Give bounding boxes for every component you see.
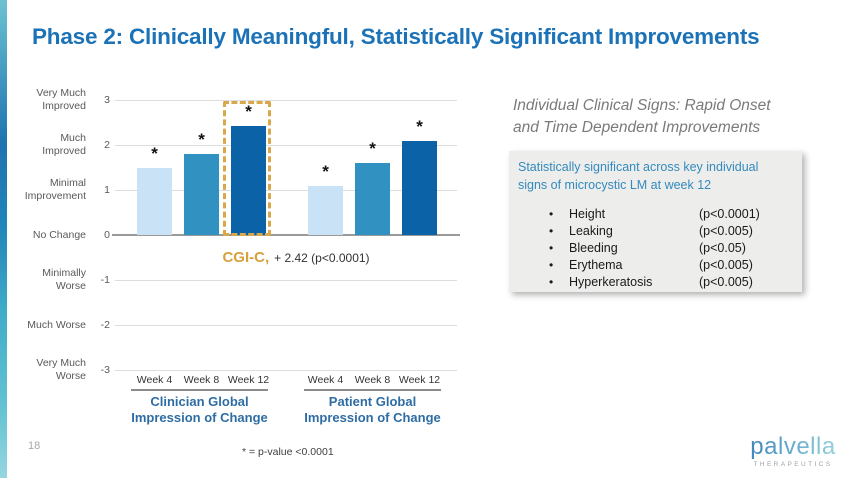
significance-box: Statistically significant across key ind… xyxy=(509,151,802,292)
sign-item: • Height (p<0.0001) xyxy=(509,205,802,222)
sign-pvalue: (p<0.0001) xyxy=(699,206,760,221)
significance-footnote: * = p-value <0.0001 xyxy=(242,446,334,458)
cgi-annotation-label: CGI-C, xyxy=(222,249,270,266)
y-axis-label: Much Improved xyxy=(42,132,86,157)
week-label: Week 4 xyxy=(307,374,344,386)
significance-asterisk: * xyxy=(369,139,376,158)
patient-group-underline xyxy=(304,389,441,391)
y-axis-value: 0 xyxy=(104,229,110,241)
significance-box-header: Statistically significant across key ind… xyxy=(518,160,759,193)
chart-bar xyxy=(402,140,437,235)
palvella-wordmark: palvella xyxy=(745,435,841,459)
sign-name: Erythema xyxy=(569,257,623,272)
sign-name: Hyperkeratosis xyxy=(569,274,653,289)
y-axis-value: 1 xyxy=(104,184,110,196)
y-axis-tick: Much Improved 2 xyxy=(8,130,110,160)
significance-asterisk: * xyxy=(322,161,329,181)
gridline xyxy=(115,100,457,101)
palvella-logo: palvella THERAPEUTICS xyxy=(745,435,841,469)
week-label: Week 12 xyxy=(227,374,270,386)
chart-bar xyxy=(355,163,390,235)
signs-list: • Height (p<0.0001) • Leaking (p<0.005) … xyxy=(509,205,802,290)
sign-pvalue: (p<0.005) xyxy=(699,223,753,238)
sign-name: Leaking xyxy=(569,223,613,238)
sign-item: • Bleeding (p<0.05) xyxy=(509,239,802,256)
y-axis-label: Much Worse xyxy=(27,318,86,331)
x-axis-baseline xyxy=(112,234,460,236)
y-axis-label: No Change xyxy=(32,228,86,241)
y-axis-tick: No Change 0 xyxy=(8,220,110,250)
y-axis-label: Minimally Worse xyxy=(42,267,86,292)
sign-item: • Erythema (p<0.005) xyxy=(509,256,802,273)
week-label: Week 4 xyxy=(136,374,173,386)
sign-name: Height xyxy=(569,206,606,221)
chart-bar xyxy=(137,167,172,235)
significance-asterisk: * xyxy=(245,102,252,122)
gridline xyxy=(115,370,457,371)
week-label: Week 12 xyxy=(398,374,441,386)
week-label: Week 8 xyxy=(354,374,391,386)
y-axis-value: -1 xyxy=(100,274,110,286)
sign-item: • Hyperkeratosis (p<0.005) xyxy=(509,273,802,290)
week-label: Week 8 xyxy=(183,374,220,386)
cgi-bar-chart: Very Much Improved 3 Much Improved 2 Minimal… xyxy=(8,85,460,425)
patient-group-title: Patient Global Impression of Change xyxy=(304,394,441,425)
gridline xyxy=(115,280,457,281)
bullet-icon: • xyxy=(549,240,554,255)
clinical-signs-heading: Individual Clinical Signs: Rapid Onset a… xyxy=(513,97,771,136)
bullet-icon: • xyxy=(549,257,554,272)
y-axis-value: 3 xyxy=(104,94,110,106)
left-accent-bar xyxy=(0,0,7,478)
week12-highlight-box xyxy=(223,101,271,236)
y-axis-tick: Minimally Worse -1 xyxy=(8,265,110,295)
sign-pvalue: (p<0.005) xyxy=(699,257,753,272)
cgi-annotation-value: + 2.42 (p<0.0001) xyxy=(274,251,370,265)
y-axis-tick: Minimal Improvement 1 xyxy=(8,175,110,205)
palvella-tagline: THERAPEUTICS xyxy=(753,461,833,468)
gridline xyxy=(115,325,457,326)
chart-bar xyxy=(184,154,219,235)
sign-item: • Leaking (p<0.005) xyxy=(509,222,802,239)
y-axis-label: Minimal Improvement xyxy=(24,177,86,202)
gridline xyxy=(115,145,457,146)
significance-asterisk: * xyxy=(151,143,158,163)
y-axis-tick: Very Much Worse -3 xyxy=(8,355,110,385)
gridline xyxy=(115,190,457,191)
sign-pvalue: (p<0.005) xyxy=(699,274,753,289)
slide-title: Phase 2: Clinically Meaningful, Statisti… xyxy=(32,24,760,49)
y-axis-tick: Very Much Improved 3 xyxy=(8,85,110,115)
cgi-annotation: CGI-C, + 2.42 (p<0.0001) xyxy=(150,249,442,266)
significance-asterisk: * xyxy=(198,130,205,149)
y-axis-label: Very Much Worse xyxy=(36,357,86,382)
bullet-icon: • xyxy=(549,274,554,289)
y-axis-value: -2 xyxy=(100,319,110,331)
page-number: 18 xyxy=(28,440,41,452)
sign-pvalue: (p<0.05) xyxy=(699,240,746,255)
chart-bar xyxy=(231,126,266,235)
clinician-group-title: Clinician Global Impression of Change xyxy=(131,394,268,425)
sign-name: Bleeding xyxy=(569,240,618,255)
chart-bar xyxy=(308,185,343,235)
bullet-icon: • xyxy=(549,223,554,238)
y-axis-label: Very Much Improved xyxy=(36,87,86,112)
y-axis-value: -3 xyxy=(100,364,110,376)
y-axis-tick: Much Worse -2 xyxy=(8,310,110,340)
significance-asterisk: * xyxy=(416,116,423,136)
clinician-group-underline xyxy=(131,389,268,391)
bullet-icon: • xyxy=(549,206,554,221)
y-axis-value: 2 xyxy=(104,139,110,151)
